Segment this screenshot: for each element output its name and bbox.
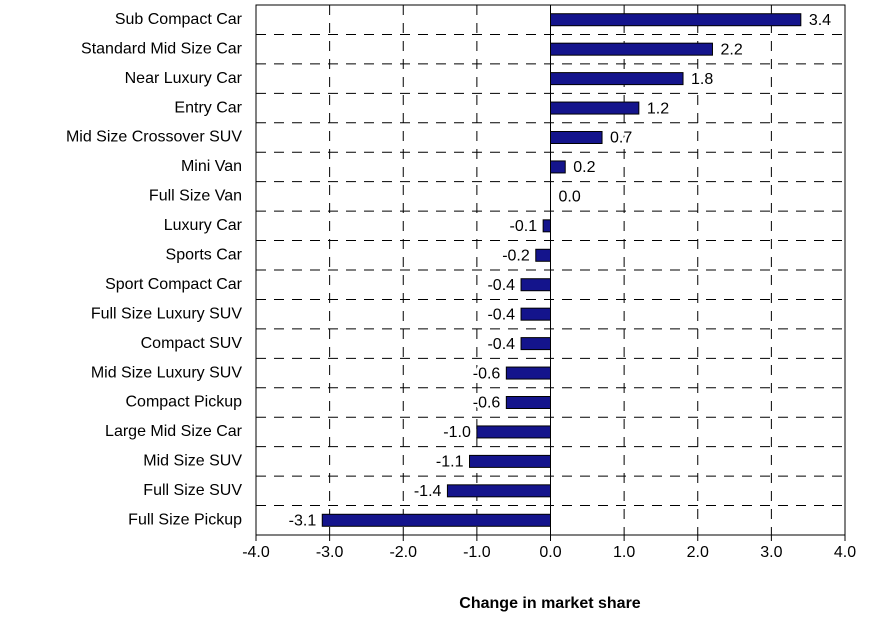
value-label: 0.7 (610, 130, 632, 147)
x-tick-label: 1.0 (613, 544, 635, 561)
y-tick-label: Near Luxury Car (125, 70, 243, 87)
bar (550, 131, 603, 144)
bar (550, 42, 713, 56)
value-label: -1.4 (414, 483, 442, 500)
y-tick-label: Mid Size Luxury SUV (91, 364, 242, 381)
x-tick-label: 0.0 (539, 544, 561, 561)
value-label: -0.4 (487, 277, 515, 294)
y-tick-label: Standard Mid Size Car (81, 40, 243, 57)
value-label: -0.2 (502, 247, 530, 264)
bar (446, 484, 551, 498)
value-label: 3.4 (809, 12, 831, 29)
y-tick-label: Compact SUV (141, 335, 243, 352)
y-tick-label: Full Size Van (149, 188, 242, 205)
x-tick-label: -1.0 (463, 544, 491, 561)
value-label: -3.1 (289, 512, 317, 529)
x-tick-label: 2.0 (687, 544, 709, 561)
bar (550, 72, 684, 86)
x-tick-label: 3.0 (760, 544, 782, 561)
y-tick-label: Mini Van (181, 158, 242, 175)
y-tick-label: Compact Pickup (126, 394, 243, 411)
x-tick-label: -4.0 (242, 544, 270, 561)
value-label: 1.2 (647, 100, 669, 117)
bar (476, 425, 551, 439)
bar (535, 248, 552, 262)
value-label: -0.4 (487, 306, 515, 323)
bar (520, 278, 551, 292)
value-label: 0.0 (559, 189, 581, 206)
bar (520, 337, 551, 351)
value-label: -0.1 (510, 218, 538, 235)
value-label: -0.6 (473, 395, 501, 412)
bar (550, 13, 802, 27)
y-tick-label: Sport Compact Car (105, 276, 243, 293)
bar (321, 513, 552, 527)
y-tick-label: Full Size SUV (143, 482, 242, 499)
y-tick-label: Sub Compact Car (115, 11, 243, 28)
y-tick-label: Luxury Car (164, 217, 243, 234)
bar (469, 454, 552, 468)
value-label: -0.4 (487, 336, 515, 353)
value-label: -0.6 (473, 365, 501, 382)
bar (542, 219, 552, 233)
bar (520, 307, 551, 321)
value-label: -1.0 (443, 424, 471, 441)
y-tick-label: Mid Size Crossover SUV (66, 129, 242, 146)
bar (505, 366, 552, 380)
value-label: -1.1 (436, 454, 464, 471)
y-tick-label: Entry Car (174, 99, 242, 116)
x-tick-label: -2.0 (389, 544, 417, 561)
y-tick-label: Mid Size SUV (143, 453, 242, 470)
x-tick-label: -3.0 (316, 544, 344, 561)
value-label: 2.2 (720, 41, 742, 58)
x-tick-label: 4.0 (834, 544, 856, 561)
y-tick-label: Sports Car (166, 246, 243, 263)
bar (505, 396, 552, 409)
y-tick-label: Full Size Pickup (128, 511, 242, 528)
y-tick-label: Full Size Luxury SUV (91, 305, 242, 322)
value-label: 1.8 (691, 71, 713, 88)
y-tick-label: Large Mid Size Car (105, 423, 243, 440)
bar (550, 160, 566, 174)
value-label: 0.2 (573, 159, 595, 176)
bar (550, 101, 640, 115)
x-axis-title: Change in market share (459, 595, 641, 612)
